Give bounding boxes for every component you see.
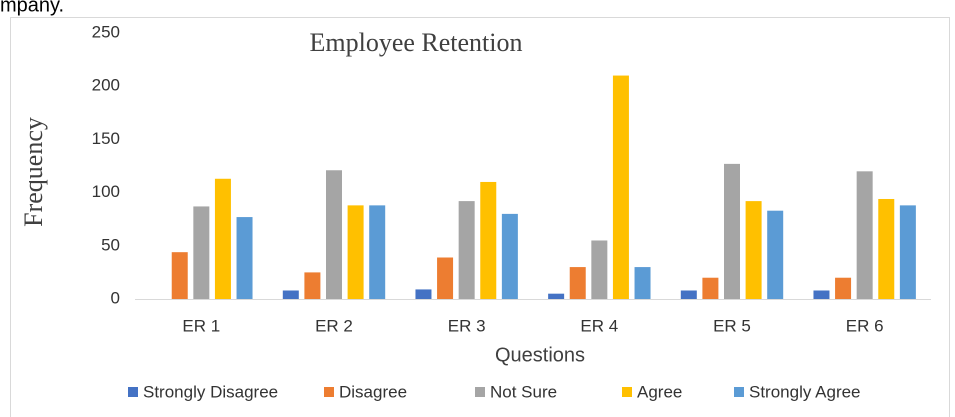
bar (458, 201, 475, 299)
x-axis-label: Questions (495, 344, 585, 366)
bar (501, 213, 518, 299)
legend-swatch (324, 387, 334, 397)
legend-label: Strongly Disagree (143, 382, 278, 401)
bar (369, 205, 386, 299)
chart-title: Employee Retention (309, 28, 522, 57)
bar (214, 178, 231, 299)
bar (724, 163, 740, 299)
bar (591, 240, 608, 299)
bar (347, 205, 364, 299)
y-tick-label: 50 (101, 235, 120, 254)
bar (634, 267, 651, 299)
bar (878, 198, 895, 299)
legend-label: Disagree (339, 382, 407, 401)
legend-swatch (475, 387, 485, 397)
y-axis-label: Frequency (19, 117, 48, 227)
x-tick-label: ER 6 (846, 316, 884, 335)
bar (569, 267, 586, 299)
bar (548, 293, 565, 299)
legend-label: Not Sure (490, 382, 557, 401)
y-tick-label: 250 (92, 22, 120, 41)
bar (612, 75, 629, 299)
legend-swatch (128, 387, 138, 397)
x-tick-label: ER 3 (448, 316, 486, 335)
bar (899, 205, 916, 299)
legend-swatch (734, 387, 744, 397)
legend-label: Agree (637, 382, 682, 401)
y-tick-label: 100 (92, 182, 120, 201)
y-tick-label: 0 (111, 288, 120, 307)
chart-frame (10, 17, 950, 417)
page-text-fragment: mpany. (0, 0, 64, 16)
y-tick-label: 200 (92, 76, 120, 95)
bar (702, 277, 719, 299)
bar (171, 252, 188, 299)
bar (282, 290, 299, 299)
bar (835, 277, 852, 299)
bar (193, 206, 210, 299)
bar (680, 290, 697, 299)
legend-label: Strongly Agree (749, 382, 861, 401)
bar (304, 272, 321, 299)
x-tick-label: ER 4 (580, 316, 618, 335)
bar (767, 210, 784, 299)
y-tick-label: 150 (92, 129, 120, 148)
bar (326, 170, 342, 299)
bar (236, 217, 253, 299)
bar (856, 171, 873, 299)
bar (745, 201, 762, 299)
bar (480, 181, 497, 299)
bar (437, 257, 454, 299)
x-tick-label: ER 2 (315, 316, 353, 335)
x-tick-label: ER 1 (182, 316, 220, 335)
bar (415, 289, 432, 299)
x-tick-label: ER 5 (713, 316, 751, 335)
bar (813, 290, 830, 299)
legend-swatch (622, 387, 632, 397)
